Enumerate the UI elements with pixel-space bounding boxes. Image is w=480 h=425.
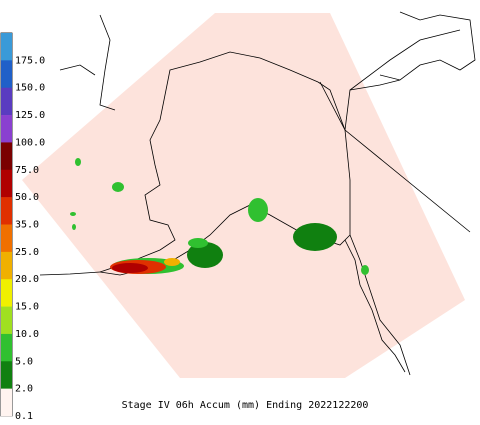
- arctic-islands: [349, 11, 476, 91]
- colorbar-label: 100.0: [15, 137, 45, 148]
- colorbar-swatch: [1, 279, 12, 307]
- colorbar-label: 50.0: [15, 192, 39, 203]
- colorbar-label: 2.0: [15, 384, 33, 395]
- colorbar-swatch: [1, 361, 12, 389]
- domain: [22, 13, 465, 378]
- colorbar-swatch: [1, 306, 12, 335]
- colorbar-swatch: [1, 87, 12, 116]
- precip-cell: [361, 265, 369, 275]
- colorbar-label: 125.0: [15, 110, 45, 121]
- precip-cell: [293, 223, 337, 251]
- colorbar-label: 25.0: [15, 247, 39, 258]
- colorbar: 175.0 150.0 125.0 100.0 75.0 50.0 35.0 25.0 20.0…: [1, 33, 45, 422]
- map-title: Stage IV 06h Accum (mm) Ending 202212220…: [122, 400, 369, 411]
- colorbar-swatch: [1, 60, 12, 89]
- precip-cell: [72, 224, 76, 230]
- colorbar-swatch: [1, 333, 12, 362]
- colorbar-swatch: [1, 142, 12, 171]
- colorbar-label: 10.0: [15, 329, 39, 340]
- colorbar-swatch: [1, 388, 12, 417]
- colorbar-swatch: [1, 33, 12, 61]
- panhandle: [344, 239, 406, 373]
- precip-cell: [75, 158, 81, 166]
- precip-cell: [248, 198, 268, 222]
- colorbar-swatch: [1, 197, 12, 225]
- colorbar-label: 75.0: [15, 165, 39, 176]
- precip-cell: [112, 263, 148, 273]
- borders: [319, 29, 471, 376]
- precip-cell: [187, 242, 223, 268]
- colorbar-swatch: [1, 115, 12, 143]
- colorbar-label: 5.0: [15, 356, 33, 367]
- precipitation: [70, 158, 369, 275]
- siberia-coast: [39, 14, 116, 276]
- precip-cell: [70, 212, 76, 216]
- precip-cell: [112, 182, 124, 192]
- colorbar-swatch: [1, 251, 12, 280]
- colorbar-swatch: [1, 169, 12, 198]
- precip-cell: [164, 258, 180, 266]
- colorbar-label: 15.0: [15, 302, 39, 313]
- precip-cell: [188, 238, 208, 248]
- colorbar-label: 150.0: [15, 83, 45, 94]
- colorbar-label: 0.1: [15, 411, 33, 422]
- colorbar-label: 175.0: [15, 55, 45, 66]
- colorbar-label: 20.0: [15, 274, 39, 285]
- colorbar-swatch: [1, 224, 12, 253]
- colorbar-label: 35.0: [15, 220, 39, 231]
